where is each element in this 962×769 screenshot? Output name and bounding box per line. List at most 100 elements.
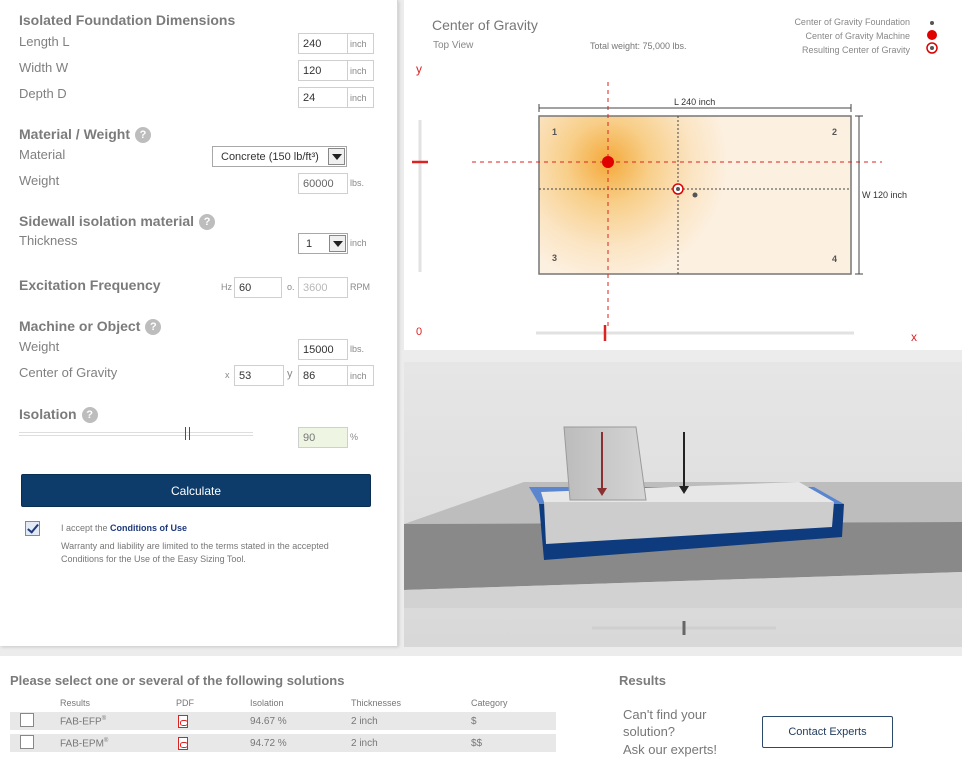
help-icon[interactable]: ?: [199, 214, 216, 231]
material-weight-unit: lbs.: [350, 178, 365, 188]
length-label: Length L: [19, 34, 70, 49]
material-select[interactable]: Concrete (150 lb/ft³): [212, 146, 347, 167]
material-title: Material / Weight: [19, 126, 130, 142]
rpm-input: 3600: [298, 277, 348, 298]
isolation-heading: Isolation?: [19, 406, 98, 424]
material-select-value: Concrete (150 lb/ft³): [221, 151, 319, 163]
machine-weight-unit: lbs.: [350, 344, 365, 354]
legend: Center of Gravity Foundation Center of G…: [794, 17, 910, 59]
depth-unit: inch: [348, 87, 374, 108]
chevron-down-icon[interactable]: [328, 148, 345, 165]
calculate-button[interactable]: Calculate: [21, 474, 371, 507]
foundation-title: Isolated Foundation Dimensions: [19, 12, 236, 28]
material-weight-input: 60000: [298, 173, 348, 194]
machine-weight-label: Weight: [19, 339, 60, 354]
solutions-title: Please select one or several of the foll…: [10, 673, 345, 688]
cog-y-input[interactable]: 86: [298, 365, 348, 386]
solution-thickness: 2 inch: [351, 738, 378, 749]
y-axis-label: y: [416, 62, 422, 76]
origin-label: 0: [416, 326, 423, 338]
solution-checkbox[interactable]: [20, 713, 34, 727]
material-heading: Material / Weight?: [19, 126, 151, 144]
machine-weight-input[interactable]: 15000: [298, 339, 348, 360]
accept-prefix: I accept the: [61, 523, 111, 533]
machine-load-arrowhead: [597, 488, 607, 496]
table-row: FAB-EPM® 94.72 % 2 inch $$: [10, 734, 556, 752]
material-label: Material: [19, 147, 66, 162]
y-prefix: y: [287, 368, 293, 380]
or-label: o.: [287, 282, 295, 292]
accept-checkbox[interactable]: [25, 521, 40, 536]
solution-name: FAB-EPM®: [60, 738, 109, 750]
help-icon[interactable]: ?: [81, 407, 98, 424]
contact-experts-button[interactable]: Contact Experts: [762, 716, 893, 748]
help-icon[interactable]: ?: [145, 319, 162, 336]
isolation-value: 90: [298, 427, 348, 448]
cog-label: Center of Gravity: [19, 365, 118, 380]
header-isolation: Isolation: [250, 698, 284, 708]
3d-view-panel: [404, 362, 962, 647]
corner-2: 2: [832, 127, 838, 137]
thickness-select-value: 1: [306, 238, 313, 250]
foundation-cog-icon: [930, 21, 934, 25]
cog-x-input[interactable]: 53: [234, 365, 284, 386]
legend-machine: Center of Gravity Machine: [805, 31, 910, 41]
warranty-note-line1: Warranty and liability are limited to th…: [61, 541, 329, 551]
machine-heading: Machine or Object?: [19, 318, 162, 336]
isolation-unit: %: [350, 432, 359, 442]
length-input[interactable]: 240: [298, 33, 348, 54]
resulting-cog-icon-center: [930, 46, 934, 50]
input-panel: Isolated Foundation Dimensions Length L …: [0, 0, 398, 646]
solution-category: $: [471, 716, 477, 727]
resulting-load-arrowhead: [679, 486, 689, 494]
legend-foundation: Center of Gravity Foundation: [794, 17, 910, 27]
top-view-canvas: [412, 82, 882, 341]
header-thicknesses: Thicknesses: [351, 698, 402, 708]
width-unit: inch: [348, 60, 374, 81]
solutions-panel: Please select one or several of the foll…: [0, 656, 962, 769]
width-label: Width W: [19, 60, 69, 75]
3d-scene: [404, 362, 962, 647]
depth-input[interactable]: 24: [298, 87, 348, 108]
foundation-cog-marker: [692, 192, 698, 198]
legend-markers: [926, 21, 938, 54]
depth-label: Depth D: [19, 86, 67, 101]
ask-experts-text: Ask our experts!: [623, 742, 717, 757]
solution-isolation: 94.72 %: [250, 738, 287, 749]
cant-find-line2: solution?: [623, 724, 676, 739]
slider-thumb[interactable]: [185, 427, 190, 440]
thickness-label: Thickness: [19, 233, 78, 248]
excitation-title: Excitation Frequency: [19, 277, 161, 293]
warranty-note-line2: Conditions for the Use of the Easy Sizin…: [61, 554, 246, 564]
material-weight-label: Weight: [19, 173, 60, 188]
conditions-link[interactable]: Conditions of Use: [110, 523, 188, 533]
cant-find-line1: Can't find your: [623, 707, 707, 722]
solution-category: $$: [471, 738, 483, 749]
hz-prefix: Hz: [221, 282, 232, 292]
slider-track-bottom: [19, 435, 253, 436]
chevron-down-icon[interactable]: [329, 235, 346, 252]
foundation-outline: [538, 115, 852, 275]
top-view-subtitle: Top View: [433, 40, 474, 51]
top-view-panel: Center of Gravity Top View Total weight:…: [404, 0, 962, 350]
thickness-unit: inch: [350, 238, 367, 248]
hz-input[interactable]: 60: [234, 277, 282, 298]
isolation-title: Isolation: [19, 406, 77, 422]
total-weight: Total weight: 75,000 lbs.: [590, 41, 687, 51]
results-title: Results: [619, 673, 666, 688]
pdf-icon[interactable]: [178, 715, 188, 728]
machine-title: Machine or Object: [19, 318, 141, 334]
solution-checkbox[interactable]: [20, 735, 34, 749]
x-prefix: x: [225, 370, 230, 380]
width-input[interactable]: 120: [298, 60, 348, 81]
help-icon[interactable]: ?: [134, 127, 151, 144]
machine-block: [563, 426, 647, 501]
cog-y-unit: inch: [348, 365, 374, 386]
header-category: Category: [471, 698, 508, 708]
thickness-select[interactable]: 1: [298, 233, 348, 254]
isolation-slider[interactable]: [19, 427, 253, 440]
corner-1: 1: [552, 127, 558, 137]
legend-resulting: Resulting Center of Gravity: [801, 45, 910, 55]
pdf-icon[interactable]: [178, 737, 188, 750]
length-unit: inch: [348, 33, 374, 54]
